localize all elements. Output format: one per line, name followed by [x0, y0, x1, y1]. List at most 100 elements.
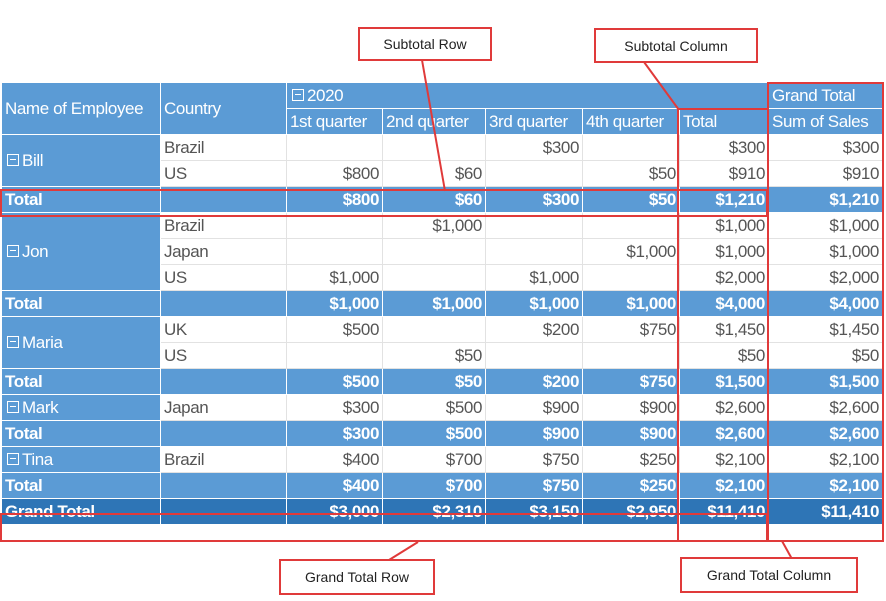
quarter-value-cell — [286, 342, 383, 369]
table-row: US $50 $50 $50 — [2, 342, 883, 369]
employee-name: Maria — [22, 333, 63, 352]
subtotal-quarter-cell: $1,000 — [582, 290, 680, 317]
grand-total-cell: $50 — [768, 342, 883, 369]
country-cell: Japan — [160, 394, 287, 421]
quarter-value-cell — [485, 238, 583, 265]
country-cell: US — [160, 264, 287, 291]
header-quarter-4: 4th quarter — [582, 108, 680, 135]
grand-total-cell: $1,450 — [768, 316, 883, 343]
table-row: Bill Brazil $300 $300 $300 — [1, 134, 883, 187]
subtotal-label: Total — [1, 472, 161, 499]
subtotal-grand-cell: $4,000 — [768, 290, 883, 317]
employee-name: Mark — [22, 398, 59, 417]
grand-quarter-cell: $3,000 — [286, 498, 383, 525]
subtotal-label: Total — [1, 368, 161, 395]
quarter-value-cell: $900 — [485, 394, 583, 421]
callout-subtotal-column: Subtotal Column — [594, 28, 758, 63]
quarter-value-cell — [382, 264, 486, 291]
subtotal-quarter-cell: $1,000 — [286, 290, 383, 317]
quarter-value-cell — [485, 212, 583, 239]
header-country: Country — [160, 82, 287, 135]
collapse-toggle-icon[interactable] — [292, 89, 304, 102]
employee-group-jon[interactable]: Jon — [1, 212, 161, 291]
quarter-value-cell — [485, 160, 583, 187]
table-row: Japan $1,000 $1,000 $1,000 — [2, 238, 883, 265]
subtotal-quarter-cell: $200 — [485, 368, 583, 395]
subtotal-quarter-cell: $500 — [286, 368, 383, 395]
empty-cell — [160, 368, 287, 395]
subtotal-row: Total $800 $60 $300 $50 $1,210 $1,210 — [1, 186, 883, 213]
table-row: Jon Brazil $1,000 $1,000 $1,000 — [1, 212, 883, 291]
quarter-value-cell — [286, 238, 383, 265]
subtotal-quarter-cell: $50 — [582, 186, 680, 213]
subtotal-total-cell: $1,500 — [679, 368, 769, 395]
quarter-value-cell — [582, 134, 680, 161]
empty-cell — [160, 498, 287, 525]
grand-total-grand-cell: $11,410 — [768, 498, 883, 525]
empty-cell — [160, 420, 287, 447]
callout-grand-total-column: Grand Total Column — [680, 557, 858, 593]
collapse-toggle-icon[interactable] — [7, 245, 19, 258]
subtotal-quarter-cell: $250 — [582, 472, 680, 499]
row-total-cell: $1,000 — [679, 212, 769, 239]
subtotal-row: Total $300 $500 $900 $900 $2,600 $2,600 — [1, 420, 883, 447]
subtotal-quarter-cell: $400 — [286, 472, 383, 499]
quarter-value-cell: $1,000 — [286, 264, 383, 291]
table-row: Tina Brazil $400 $700 $750 $250 $2,100 $2,100 — [1, 446, 883, 473]
quarter-value-cell: $800 — [286, 160, 383, 187]
row-total-cell: $2,600 — [679, 394, 769, 421]
subtotal-row: Total $1,000 $1,000 $1,000 $1,000 $4,000 $4,00… — [1, 290, 883, 317]
quarter-value-cell: $500 — [286, 316, 383, 343]
employee-group-maria[interactable]: Maria — [1, 316, 161, 369]
row-total-cell: $300 — [679, 134, 769, 161]
quarter-value-cell — [582, 264, 680, 291]
country-cell: Japan — [160, 238, 287, 265]
grand-total-cell: $300 — [768, 134, 883, 161]
subtotal-quarter-cell: $750 — [485, 472, 583, 499]
table-row: Mark Japan $300 $500 $900 $900 $2,600 $2,600 — [1, 394, 883, 421]
quarter-value-cell: $300 — [286, 394, 383, 421]
quarter-value-cell: $400 — [286, 446, 383, 473]
subtotal-total-cell: $1,210 — [679, 186, 769, 213]
grand-total-total-cell: $11,410 — [679, 498, 769, 525]
quarter-value-cell — [286, 134, 383, 161]
country-cell: Brazil — [160, 446, 287, 473]
quarter-value-cell: $500 — [382, 394, 486, 421]
employee-group-tina[interactable]: Tina — [1, 446, 161, 473]
subtotal-quarter-cell: $300 — [485, 186, 583, 213]
subtotal-quarter-cell: $1,000 — [485, 290, 583, 317]
header-year-2020[interactable]: 2020 — [286, 82, 769, 109]
row-total-cell: $910 — [679, 160, 769, 187]
country-cell: Brazil — [160, 212, 287, 239]
subtotal-quarter-cell: $700 — [382, 472, 486, 499]
header-grand-total: Grand Total — [768, 82, 883, 109]
quarter-value-cell — [582, 342, 680, 369]
country-cell: UK — [160, 316, 287, 343]
collapse-toggle-icon[interactable] — [7, 336, 19, 349]
subtotal-grand-cell: $1,500 — [768, 368, 883, 395]
quarter-value-cell — [382, 134, 486, 161]
header-name-of-employee: Name of Employee — [1, 82, 161, 135]
collapse-toggle-icon[interactable] — [7, 453, 19, 466]
subtotal-row: Total $500 $50 $200 $750 $1,500 $1,500 — [1, 368, 883, 395]
header-quarter-1: 1st quarter — [286, 108, 383, 135]
subtotal-label: Total — [1, 186, 161, 213]
grand-total-cell: $2,600 — [768, 394, 883, 421]
quarter-value-cell — [286, 212, 383, 239]
grand-total-label: Grand Total — [1, 498, 161, 525]
employee-group-bill[interactable]: Bill — [1, 134, 161, 187]
employee-group-mark[interactable]: Mark — [1, 394, 161, 421]
subtotal-total-cell: $4,000 — [679, 290, 769, 317]
empty-cell — [160, 186, 287, 213]
collapse-toggle-icon[interactable] — [7, 154, 19, 167]
grand-quarter-cell: $2,310 — [382, 498, 486, 525]
row-total-cell: $1,000 — [679, 238, 769, 265]
subtotal-quarter-cell: $500 — [382, 420, 486, 447]
empty-cell — [160, 472, 287, 499]
quarter-value-cell: $300 — [485, 134, 583, 161]
grand-total-cell: $1,000 — [768, 238, 883, 265]
grand-total-cell: $910 — [768, 160, 883, 187]
quarter-value-cell: $200 — [485, 316, 583, 343]
quarter-value-cell: $250 — [582, 446, 680, 473]
collapse-toggle-icon[interactable] — [7, 401, 19, 414]
